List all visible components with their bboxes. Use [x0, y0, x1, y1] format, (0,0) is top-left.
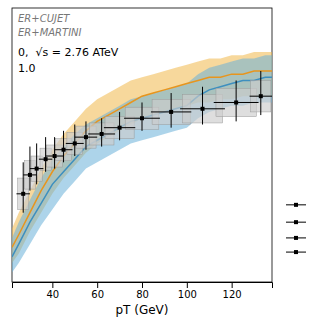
- point: [44, 157, 48, 161]
- y-error-bar: [202, 87, 203, 125]
- y-error-bar: [36, 143, 37, 184]
- line: [12, 77, 272, 257]
- side-marker: [294, 250, 298, 254]
- y-error-bar: [63, 131, 64, 162]
- x-tick-label: 120: [223, 289, 242, 300]
- x-tick: 40: [46, 282, 59, 300]
- x-axis-line: [13, 283, 273, 289]
- band: [12, 52, 272, 263]
- annotation: 0, √s = 2.76 ATeV: [18, 46, 119, 59]
- x-tick-label: 80: [136, 289, 149, 300]
- series-label: ER+CUJET: [18, 13, 70, 24]
- annotation: 1.0: [18, 62, 36, 75]
- point: [118, 126, 122, 130]
- side-marker: [294, 220, 298, 224]
- plot-area: 40 60 80 100 120 ER+CUJET ER+MARTINI 0, √s = 2.…: [12, 8, 273, 300]
- side-markers: [286, 203, 306, 254]
- point: [21, 192, 25, 196]
- marks: [12, 52, 272, 272]
- point: [140, 116, 144, 120]
- x-tick: 120: [223, 282, 242, 300]
- y-error-bar: [45, 137, 46, 172]
- x-tick: 60: [91, 282, 104, 300]
- y-error-bar: [260, 71, 261, 115]
- point: [259, 94, 263, 98]
- x-tick: 100: [178, 282, 197, 300]
- x-tick-mark: [187, 282, 188, 288]
- y-error-bar: [54, 137, 55, 168]
- point: [28, 173, 32, 177]
- x-tick-mark: [142, 282, 143, 288]
- chart-container: 40 60 80 100 120 ER+CUJET ER+MARTINI 0, √s = 2.…: [0, 0, 320, 320]
- series-label: ER+MARTINI: [18, 27, 82, 38]
- plot-frame: [12, 8, 272, 282]
- chart-svg: 40 60 80 100 120 ER+CUJET ER+MARTINI 0, √s = 2.…: [0, 0, 320, 320]
- line: [12, 71, 272, 247]
- x-tick-mark: [52, 282, 53, 288]
- x-tick: 80: [136, 282, 149, 300]
- point: [100, 132, 104, 136]
- point: [53, 154, 57, 158]
- x-axis: 40 60 80 100 120: [13, 282, 273, 300]
- point: [73, 141, 77, 145]
- band: [12, 55, 272, 272]
- point: [201, 107, 205, 111]
- side-marker: [294, 203, 298, 207]
- x-tick-label: 40: [46, 289, 59, 300]
- x-axis-title: pT (GeV): [115, 303, 168, 317]
- x-tick-label: 100: [178, 289, 197, 300]
- side-marker: [294, 236, 298, 240]
- x-tick-label: 60: [91, 289, 104, 300]
- point: [169, 110, 173, 114]
- x-tick-mark: [97, 282, 98, 288]
- point: [62, 148, 66, 152]
- point: [35, 167, 39, 171]
- point: [234, 100, 238, 104]
- y-error-bar: [23, 162, 24, 212]
- y-error-bar: [74, 125, 75, 156]
- point: [84, 135, 88, 139]
- x-tick-mark: [232, 282, 233, 288]
